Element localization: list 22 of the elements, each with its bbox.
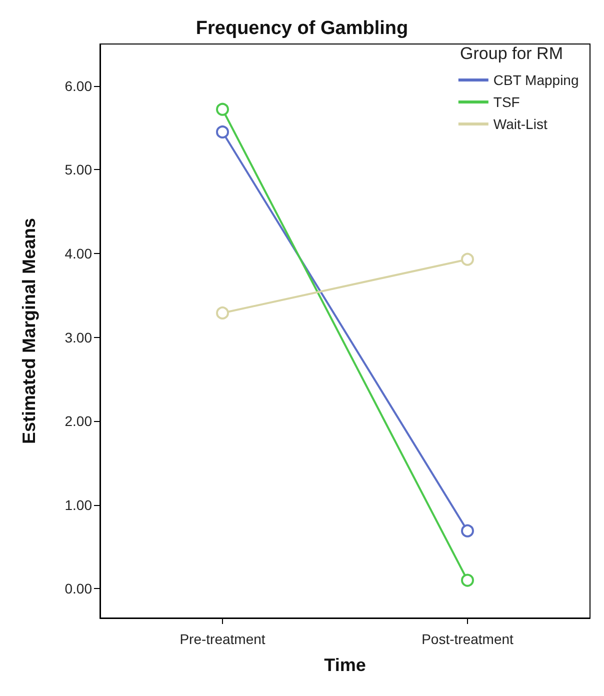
x-tick-label: Post-treatment	[422, 631, 514, 647]
point	[216, 125, 229, 138]
legend-label: CBT Mapping	[493, 72, 579, 88]
point	[216, 102, 229, 116]
x-tick-label: Pre-treatment	[180, 631, 266, 647]
legend-title: Group for RM	[460, 44, 564, 63]
y-tick-label: 6.00	[64, 78, 92, 94]
point	[461, 524, 474, 538]
y-axis-title: Estimated Marginal Means	[19, 218, 39, 444]
y-tick-label: 3.00	[64, 329, 92, 346]
legend-label: Wait-List	[493, 116, 548, 132]
y-tick-label: 5.00	[64, 162, 92, 178]
chart-title: Frequency of Gambling	[196, 18, 408, 39]
point	[461, 252, 474, 266]
point	[216, 306, 229, 320]
y-tick-label: 1.00	[64, 496, 92, 513]
y-tick-label: 2.00	[64, 413, 92, 430]
legend-label: TSF	[493, 94, 520, 110]
point	[461, 574, 474, 587]
x-axis-title: Time	[324, 655, 366, 675]
y-tick-label: 0.00	[64, 580, 92, 597]
y-tick-label: 4.00	[64, 245, 92, 262]
